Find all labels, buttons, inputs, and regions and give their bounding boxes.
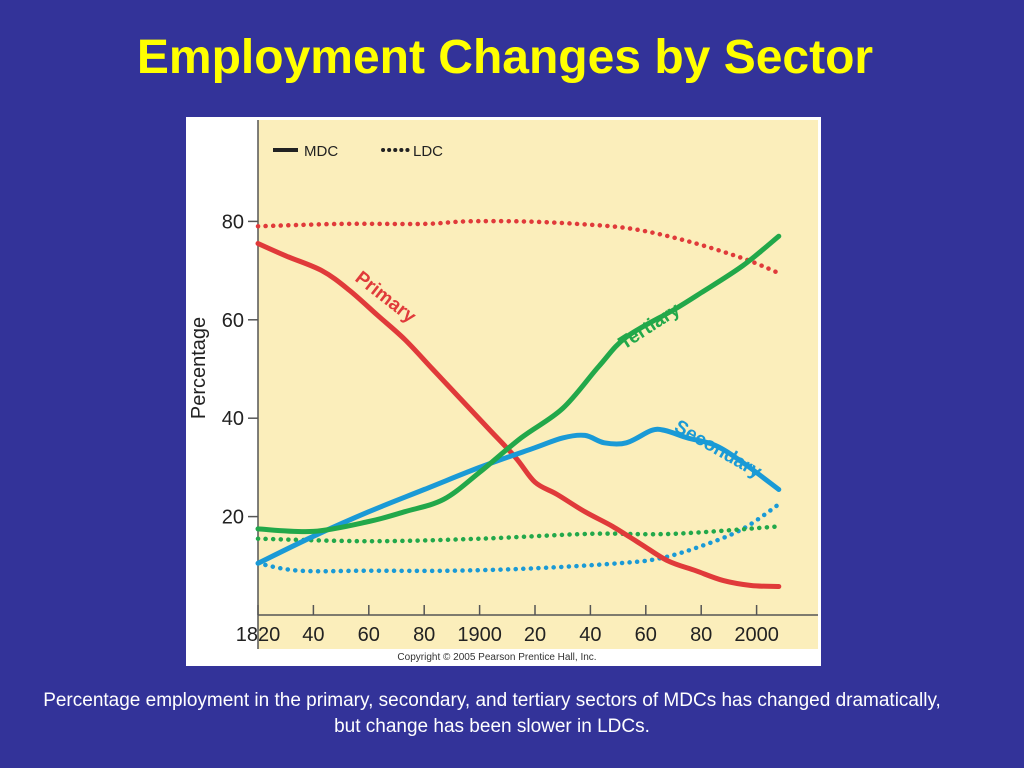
employment-line-chart: Percentage 20 40 60 80 1820 40 60 80 1900 20 40 60… (188, 120, 818, 663)
plot-background (258, 120, 818, 615)
x-tick-label: 80 (413, 624, 435, 646)
series-line-ldc-secondary (255, 502, 782, 574)
y-tick-label: 20 (222, 507, 244, 529)
slide-title: Employment Changes by Sector (136, 31, 874, 84)
series-line-ldc-primary (255, 218, 782, 276)
x-tick-label: 40 (302, 624, 324, 646)
x-tick-label: 60 (358, 624, 380, 646)
legend-mdc-label: MDC (304, 143, 338, 160)
chart-panel: Percentage 20 40 60 80 1820 40 60 80 1900 20 40 60… (186, 117, 821, 666)
x-axis-ticks: 1820 40 60 80 1900 20 40 60 80 2000 (236, 605, 779, 646)
series-line-mdc-tertiary (255, 233, 782, 535)
tick-label-band (258, 615, 818, 649)
x-tick-label: 2000 (734, 624, 779, 646)
y-tick-label: 80 (222, 211, 244, 233)
copyright-text: Copyright © 2005 Pearson Prentice Hall, … (397, 652, 596, 663)
legend-ldc-label: LDC (413, 143, 443, 160)
x-tick-label: 20 (524, 624, 546, 646)
y-tick-label: 60 (222, 310, 244, 332)
legend: MDC LDC (273, 143, 443, 160)
series-layer (255, 218, 782, 589)
x-tick-label: 60 (635, 624, 657, 646)
x-tick-label: 1900 (457, 624, 502, 646)
x-tick-label: 1820 (236, 624, 281, 646)
y-axis-ticks: 20 40 60 80 (222, 211, 258, 529)
y-tick-label: 40 (222, 408, 244, 430)
slide-caption: Percentage employment in the primary, se… (43, 690, 941, 737)
series-line-mdc-primary (255, 241, 782, 589)
series-line-ldc-tertiary (255, 524, 782, 544)
x-tick-label: 80 (690, 624, 712, 646)
x-tick-label: 40 (579, 624, 601, 646)
y-axis-label: Percentage (188, 317, 210, 419)
series-line-mdc-secondary (255, 426, 782, 566)
